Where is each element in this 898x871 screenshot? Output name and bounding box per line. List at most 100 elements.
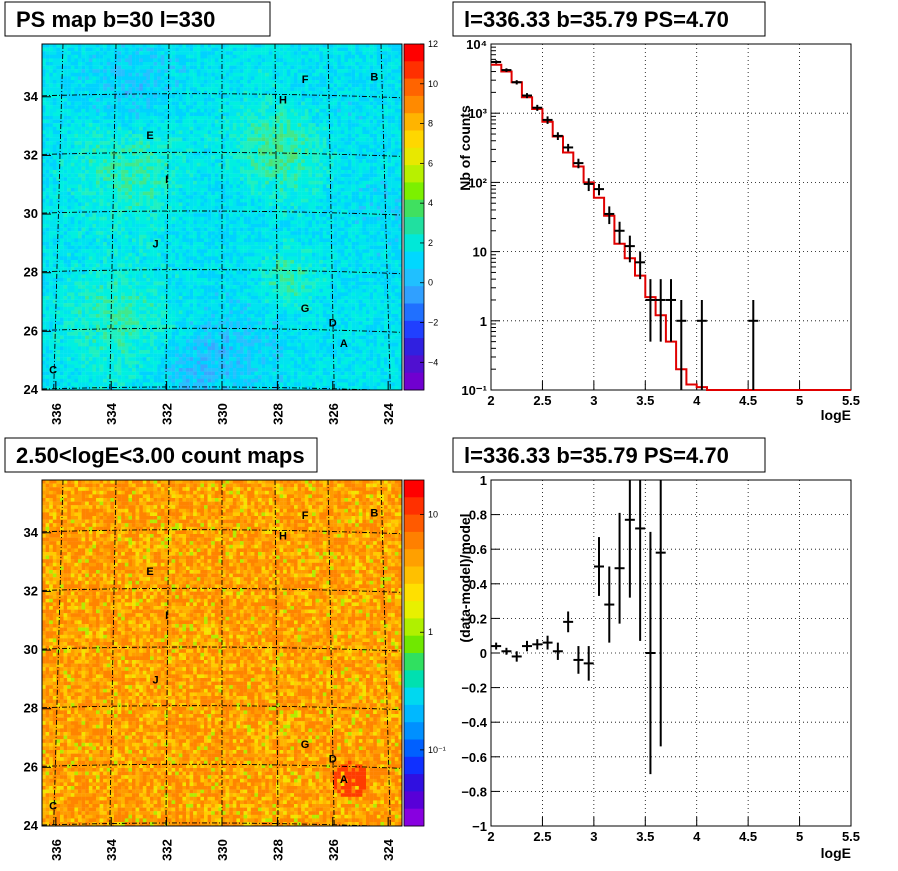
map-cell [250,54,255,59]
map-cell [344,69,349,73]
map-cell [103,195,107,199]
map-cell [380,206,385,210]
map-cell [254,162,259,167]
map-cell [146,98,151,102]
map-cell [240,170,244,174]
map-cell [373,188,377,192]
map-cell [142,170,147,174]
map-cell [168,116,172,120]
map-cell [150,94,154,99]
map-cell [157,148,161,153]
map-cell [294,62,298,66]
map-cell [78,188,82,192]
map-cell [272,191,277,196]
map-cell [132,152,136,156]
map-cell [196,65,201,70]
map-cell [344,108,349,113]
map-cell [380,72,385,77]
map-cell [157,119,161,124]
map-cell [164,206,169,210]
map-cell [362,148,367,153]
map-cell [222,173,226,178]
map-cell [96,51,100,55]
map-cell [391,155,395,160]
map-cell [117,101,122,106]
map-cell [42,72,46,77]
map-cell [124,216,129,221]
map-cell [276,202,280,207]
map-cell [254,141,259,145]
map-cell [189,191,194,196]
map-cell [337,148,341,153]
map-cell [99,126,104,131]
map-cell [142,83,147,88]
map-cell [171,166,176,171]
map-cell [56,76,61,81]
map-cell [290,216,295,221]
map-cell [258,47,262,52]
map-cell [294,51,298,55]
map-cell [225,159,230,163]
map-cell [114,119,118,124]
map-cell [110,152,115,156]
map-cell [265,195,269,199]
map-cell [387,198,392,203]
map-cell [243,72,248,77]
map-cell [268,83,273,88]
map-cell [74,51,79,55]
map-cell [200,105,205,109]
map-cell [229,170,233,174]
map-cell [67,116,71,120]
map-cell [272,65,277,70]
map-cell [240,65,244,70]
map-cell [301,184,305,189]
map-cell [142,159,147,163]
map-cell [171,180,176,185]
map-cell [74,94,79,99]
map-cell [297,76,302,81]
map-cell [304,119,309,124]
map-cell [92,47,97,52]
map-cell [110,90,115,95]
map-cell [351,195,356,199]
map-cell [380,159,385,163]
map-cell [81,137,86,142]
map-cell [74,209,79,214]
map-cell [214,116,219,120]
map-cell [344,170,349,174]
map-cell [74,148,79,153]
map-cell [243,94,248,99]
map-cell [160,65,165,70]
map-cell [376,206,381,210]
map-cell [49,170,53,174]
map-cell [319,144,323,149]
map-cell [319,166,323,171]
map-cell [348,213,352,217]
map-cell [78,101,82,106]
map-cell [74,76,79,81]
map-cell [265,173,269,178]
map-cell [301,141,305,145]
map-cell [322,112,327,117]
map-cell [88,148,93,153]
map-cell [146,152,151,156]
map-cell [358,162,363,167]
map-cell [60,51,64,55]
map-cell [200,206,205,210]
map-cell [88,58,93,63]
map-cell [63,198,68,203]
map-cell [265,184,269,189]
map-cell [319,116,323,120]
map-cell [103,54,107,59]
map-cell [286,206,291,210]
map-cell [42,105,46,109]
map-cell [297,116,302,120]
map-cell [193,69,197,73]
map-cell [103,87,107,91]
map-cell [214,119,219,124]
map-cell [387,130,392,135]
map-cell [106,116,111,120]
map-cell [337,98,341,102]
map-cell [308,65,313,70]
map-cell [265,44,269,48]
